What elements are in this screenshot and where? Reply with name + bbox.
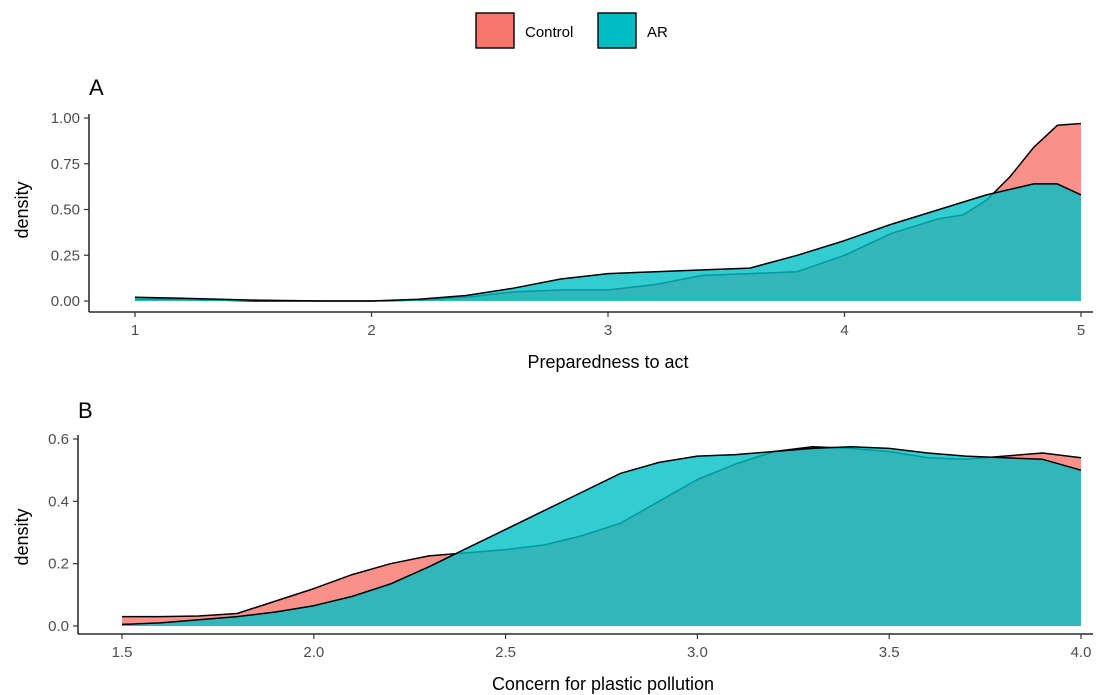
x-axis-title-a: Preparedness to act — [527, 352, 688, 372]
y-tick-label-b: 0.6 — [48, 431, 69, 448]
density-area-ar-b — [122, 446, 1081, 626]
y-tick-label-b: 0.4 — [48, 493, 69, 510]
legend-label-control: Control — [525, 24, 573, 41]
y-tick-label-a: 0.50 — [51, 202, 80, 219]
legend-key-ar — [597, 12, 637, 49]
panel-tag-a: A — [89, 75, 104, 100]
x-tick-label-a: 5 — [1077, 322, 1085, 339]
x-tick-label-b: 2.5 — [495, 644, 516, 661]
panel-a: A 1 2 3 4 5 0.00 0.25 0.50 0.75 1.00 Preparedness… — [12, 75, 1093, 372]
y-tick-label-a: 0.00 — [51, 293, 80, 310]
panel-b: B 1.5 2.0 2.5 3.0 3.5 4.0 0.0 0.2 0.4 0.6 Concern… — [12, 398, 1093, 694]
x-tick-label-a: 2 — [367, 322, 375, 339]
x-tick-label-b: 2.0 — [303, 644, 324, 661]
y-tick-label-b: 0.0 — [48, 618, 69, 635]
x-tick-label-a: 1 — [131, 322, 139, 339]
y-tick-label-b: 0.2 — [48, 556, 69, 573]
legend-key-control — [475, 12, 515, 49]
density-area-ar-a — [135, 183, 1081, 301]
legend: Control AR — [475, 12, 668, 49]
density-line-ar-a — [134, 183, 1082, 302]
x-tick-label-a: 3 — [604, 322, 612, 339]
panel-tag-b: B — [78, 398, 93, 423]
x-tick-label-b: 1.5 — [112, 644, 133, 661]
x-axis-title-b: Concern for plastic pollution — [492, 674, 714, 694]
density-line-ar-b — [121, 446, 1082, 626]
y-tick-label-a: 1.00 — [51, 110, 80, 127]
y-tick-label-a: 0.75 — [51, 156, 80, 173]
y-axis-title-b: density — [12, 508, 32, 565]
legend-label-ar: AR — [647, 24, 668, 41]
y-axis-title-a: density — [12, 181, 32, 238]
y-tick-label-a: 0.25 — [51, 247, 80, 264]
x-tick-label-b: 3.5 — [879, 644, 900, 661]
x-tick-label-b: 4.0 — [1071, 644, 1092, 661]
x-tick-label-b: 3.0 — [687, 644, 708, 661]
x-tick-label-a: 4 — [840, 322, 848, 339]
